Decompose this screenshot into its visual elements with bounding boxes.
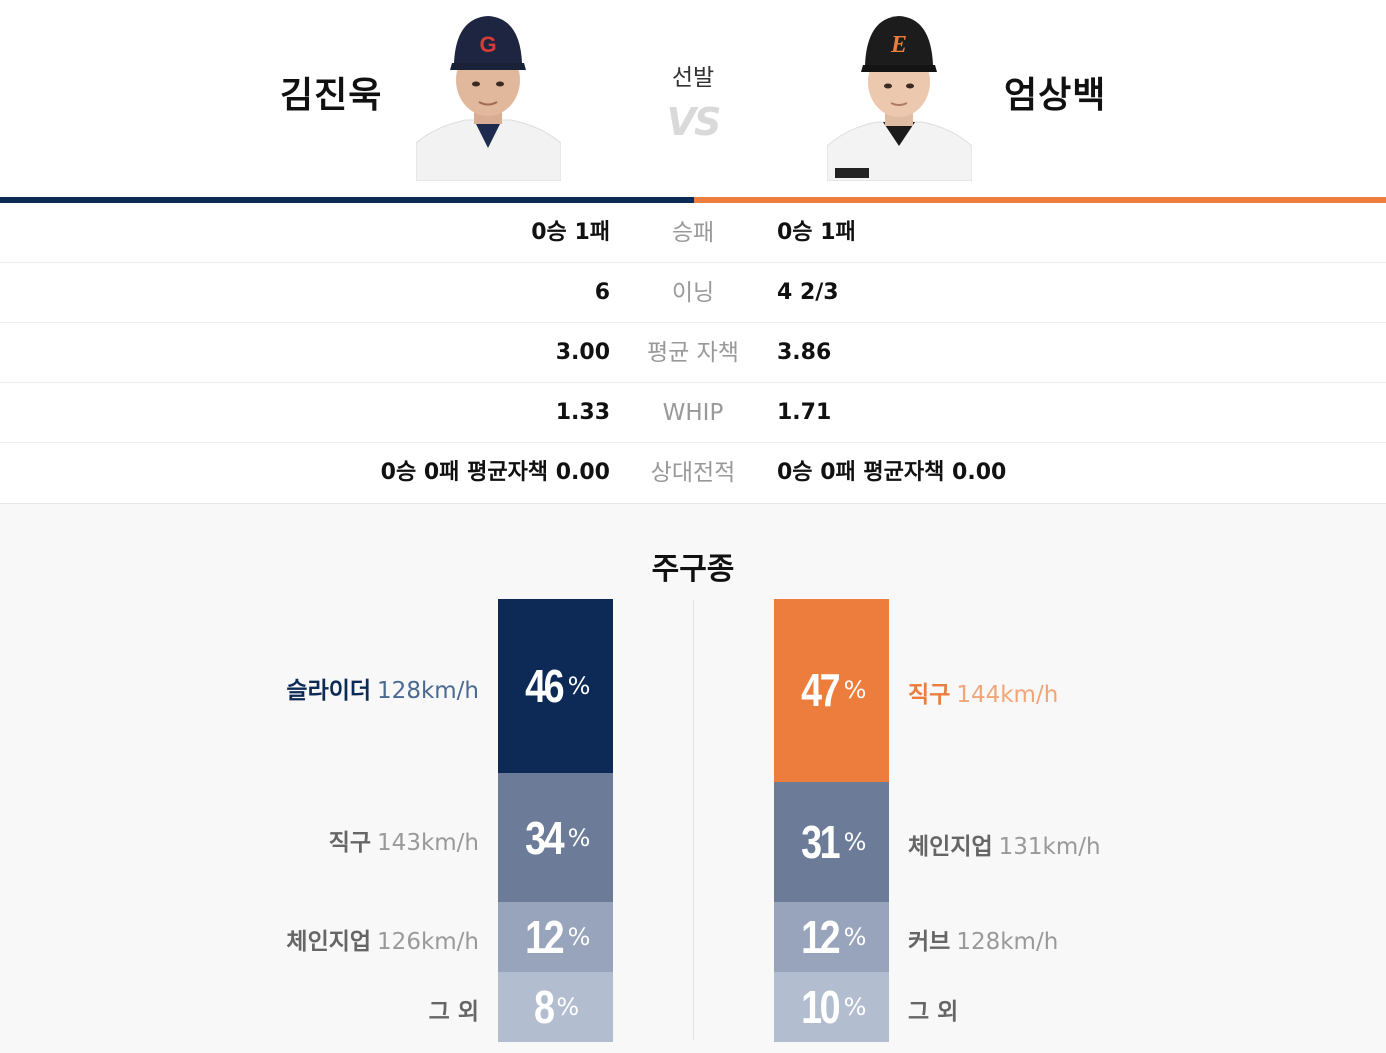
left-pitcher-name[interactable]: 김진욱 (280, 75, 383, 116)
right-pitch-type-label: 커브 128km/h (908, 922, 1058, 956)
pitch-percent-value: 34 (524, 811, 565, 864)
pitch-speed: 131km/h (998, 833, 1101, 860)
pitch-name: 커브 (908, 929, 951, 955)
right-stat-value: 4 2/3 (777, 280, 839, 305)
left-stat-value: 0승 1패 (531, 220, 610, 245)
pitch-percent-value: 12 (800, 911, 841, 963)
stat-label: 상대전적 (650, 460, 736, 486)
pitch-name: 직구 (908, 682, 951, 709)
svg-text:E: E (890, 32, 907, 58)
pitch-percent-value: 47 (800, 664, 841, 717)
pitch-speed: 143km/h (377, 829, 479, 856)
stat-row-whip: 1.33 WHIP 1.71 (0, 383, 1386, 443)
left-stat-value: 3.00 (555, 340, 610, 365)
left-pitch-bar-segment: 34% (498, 773, 613, 902)
right-stat-value: 0승 0패 평균자책 0.00 (777, 460, 1007, 485)
left-pitch-type-label: 직구 143km/h (329, 823, 479, 857)
left-pitch-bar-segment: 8% (498, 972, 613, 1042)
vs-label: VS (666, 100, 722, 144)
left-stat-value: 1.33 (555, 400, 610, 425)
stat-row-innings: 6 이닝 4 2/3 (0, 263, 1386, 323)
left-pitcher-avatar-icon: G (416, 8, 561, 181)
right-stat-value: 1.71 (777, 400, 832, 425)
right-pitch-type-label: 체인지업 131km/h (908, 827, 1101, 861)
left-pitch-type-label: 그 외 (429, 992, 479, 1026)
stat-label: 이닝 (671, 280, 715, 306)
percent-sign: % (843, 676, 867, 705)
stat-row-head-to-head: 0승 0패 평균자책 0.00 상대전적 0승 0패 평균자책 0.00 (0, 443, 1386, 503)
pitch-percent-value: 10 (800, 981, 841, 1033)
stats-table: 0승 1패 승패 0승 1패 6 이닝 4 2/3 3.00 평균 자책 3.8… (0, 203, 1386, 503)
pitch-percent-value: 46 (524, 660, 565, 713)
left-pitch-bar-segment: 12% (498, 902, 613, 972)
right-pitch-type-label: 그 외 (908, 992, 958, 1026)
stat-label: 평균 자책 (647, 340, 739, 366)
right-pitcher-avatar-icon: E (827, 8, 972, 181)
svg-text:G: G (479, 32, 496, 57)
pitch-percent-value: 8 (533, 981, 555, 1033)
right-stat-value: 0승 1패 (777, 220, 856, 245)
pitch-name: 그 외 (428, 999, 479, 1025)
stat-label: WHIP (662, 400, 724, 426)
pitch-percent-value: 12 (524, 911, 565, 963)
pitch-mix-section: 주구종 46% 슬라이더 128km/h 34% 직구 143km/h 12% 체인지업 126… (0, 503, 1386, 1053)
pitch-speed: 128km/h (377, 678, 479, 705)
pitch-name: 체인지업 (286, 929, 372, 955)
right-pitch-type-label: 직구 144km/h (908, 675, 1058, 709)
pitch-mix-title: 주구종 (651, 552, 735, 587)
stat-row-era: 3.00 평균 자책 3.86 (0, 323, 1386, 383)
pitch-name: 슬라이더 (286, 678, 372, 705)
stat-label: 승패 (671, 220, 715, 246)
left-team-divider (0, 197, 694, 203)
left-stat-value: 6 (594, 280, 610, 305)
percent-sign: % (567, 823, 591, 852)
right-pitch-bar-segment: 31% (774, 781, 889, 902)
pitch-speed: 126km/h (377, 929, 479, 955)
percent-sign: % (843, 923, 867, 951)
center-divider (693, 600, 694, 1040)
right-pitch-bar-segment: 10% (774, 972, 889, 1042)
right-pitcher-photo[interactable]: E (827, 8, 972, 181)
right-pitch-bar-segment: 12% (774, 902, 889, 972)
right-pitcher-name[interactable]: 엄상백 (1004, 75, 1107, 116)
percent-sign: % (556, 993, 580, 1021)
matchup-header: 김진욱 G 선발 VS E (0, 0, 1386, 200)
left-pitch-type-label: 슬라이더 128km/h (286, 671, 479, 705)
percent-sign: % (843, 993, 867, 1021)
left-pitcher-photo[interactable]: G (416, 8, 561, 181)
right-team-divider (694, 197, 1386, 203)
left-pitch-bar-segment: 46% (498, 599, 613, 774)
starter-label: 선발 (671, 65, 715, 91)
percent-sign: % (567, 672, 591, 701)
pitch-name: 직구 (328, 829, 372, 856)
right-stat-value: 3.86 (777, 340, 832, 365)
pitch-name: 체인지업 (908, 833, 993, 860)
right-pitch-bar-segment: 47% (774, 599, 889, 782)
pitch-speed: 128km/h (956, 929, 1059, 955)
left-stat-value: 0승 0패 평균자책 0.00 (380, 460, 610, 485)
pitch-name: 그 외 (908, 999, 959, 1025)
left-pitch-type-label: 체인지업 126km/h (286, 922, 479, 956)
stat-row-record: 0승 1패 승패 0승 1패 (0, 203, 1386, 263)
pitch-speed: 144km/h (956, 682, 1059, 709)
pitch-percent-value: 31 (800, 815, 841, 868)
percent-sign: % (567, 923, 591, 951)
percent-sign: % (843, 827, 867, 856)
